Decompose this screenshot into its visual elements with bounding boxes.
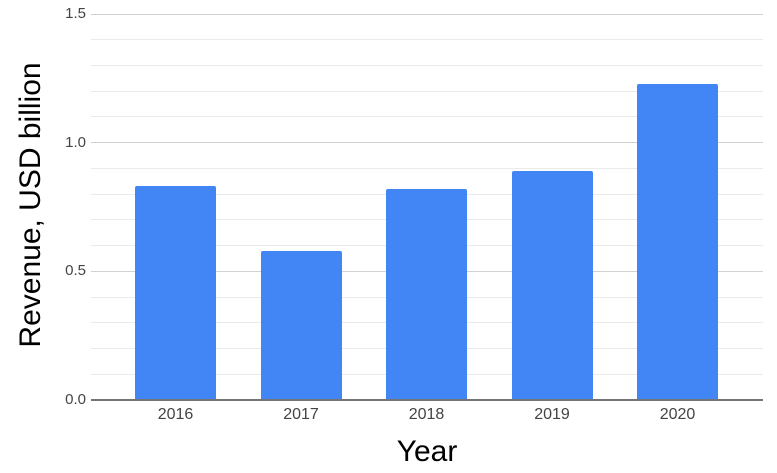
x-axis-label-2016: 2016 — [157, 406, 194, 423]
x-axis-label-2018: 2018 — [408, 406, 445, 423]
x-axis-line — [91, 399, 763, 401]
bar-2017 — [260, 250, 342, 400]
minor-gridline — [91, 116, 763, 118]
bar-2019 — [511, 171, 593, 400]
minor-gridline — [91, 90, 763, 92]
minor-gridline — [91, 64, 763, 66]
y-tick-label: 0.0 — [65, 391, 86, 408]
bar-2016 — [135, 186, 216, 400]
major-gridline — [91, 142, 763, 144]
x-axis-label-2019: 2019 — [534, 406, 570, 423]
major-gridline — [91, 13, 763, 15]
plot-area — [91, 13, 763, 401]
minor-gridline — [91, 39, 763, 41]
y-tick-label: 1.0 — [65, 133, 86, 151]
x-axis-title: Year — [396, 435, 458, 468]
y-tick-label: 1.5 — [65, 5, 86, 22]
x-axis-label-2020: 2020 — [659, 406, 696, 423]
y-axis-title: Revenue, USD billion — [14, 62, 47, 348]
bar-2018 — [386, 189, 467, 400]
x-axis-label-2017: 2017 — [283, 406, 319, 423]
bar-2020 — [637, 83, 718, 400]
y-tick-label: 0.5 — [65, 262, 86, 280]
minor-gridline — [91, 167, 763, 169]
